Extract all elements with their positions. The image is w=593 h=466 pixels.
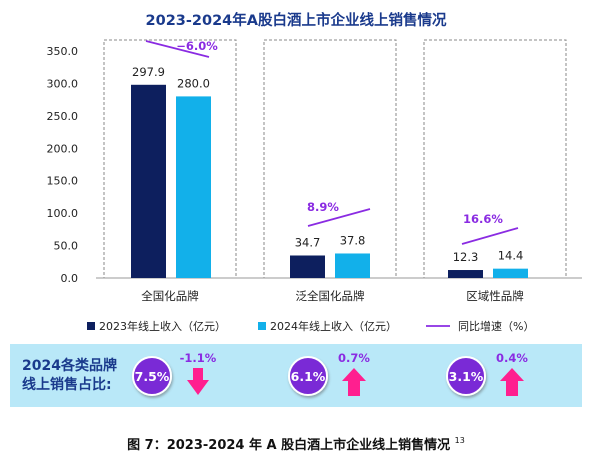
growth-line bbox=[461, 227, 519, 245]
y-tick-label: 0.0 bbox=[61, 272, 79, 285]
legend-label-2024: 2024年线上收入（亿元） bbox=[270, 319, 397, 333]
y-tick-label: 350.0 bbox=[47, 45, 79, 58]
legend: 2023年线上收入（亿元） 2024年线上收入（亿元） 同比增速（%） bbox=[87, 319, 534, 333]
bar-value-label: 34.7 bbox=[295, 235, 321, 249]
share-change-label: -1.1% bbox=[180, 351, 217, 365]
bars bbox=[131, 84, 528, 279]
y-axis-ticks: 0.0 50.0 100.0 150.0 200.0 250.0 300.0 350.0 bbox=[47, 45, 79, 285]
growth-line bbox=[307, 208, 371, 227]
bar-value-label: 297.9 bbox=[132, 65, 165, 79]
y-tick-label: 300.0 bbox=[47, 77, 79, 90]
share-panel-label-line2: 线上销售占比: bbox=[22, 376, 112, 393]
category-group-boxes bbox=[103, 39, 567, 279]
bar-2024 bbox=[335, 253, 370, 278]
arrow-up-icon bbox=[500, 368, 524, 396]
category-group-box bbox=[263, 39, 397, 279]
bar-value-label: 280.0 bbox=[177, 76, 210, 90]
legend-swatch-2024 bbox=[258, 322, 266, 330]
bar-2023 bbox=[290, 255, 325, 278]
bar-value-labels: 297.9 34.7 12.3 280.0 37.8 14.4 bbox=[132, 65, 523, 264]
growth-label: 8.9% bbox=[307, 200, 339, 214]
x-axis-category-labels: 全国化品牌 泛全国化品牌 区域性品牌 bbox=[141, 289, 524, 303]
share-items: 7.5% -1.1% 6.1% 0.7% 3.1% 0.4% bbox=[132, 351, 528, 396]
legend-label-growth: 同比增速（%） bbox=[458, 319, 534, 333]
share-circle bbox=[446, 356, 486, 396]
share-change-label: 0.7% bbox=[338, 351, 370, 365]
legend-label-2023: 2023年线上收入（亿元） bbox=[99, 319, 226, 333]
category-group-box bbox=[423, 39, 567, 279]
chart-title: 2023-2024年A股白酒上市企业线上销售情况 bbox=[146, 11, 447, 29]
category-group-box bbox=[103, 39, 237, 279]
bar-2024 bbox=[176, 96, 211, 279]
share-circle bbox=[132, 356, 172, 396]
bar-value-label: 37.8 bbox=[340, 233, 366, 247]
figure-caption-superscript: 13 bbox=[455, 436, 465, 445]
share-change-label: 0.4% bbox=[496, 351, 528, 365]
figure-caption-text: 图 7：2023-2024 年 A 股白酒上市企业线上销售情况 bbox=[127, 437, 450, 453]
share-value: 3.1% bbox=[449, 369, 484, 384]
y-tick-label: 150.0 bbox=[47, 175, 79, 188]
y-tick-label: 100.0 bbox=[47, 207, 79, 220]
growth-line bbox=[145, 40, 210, 58]
bar-value-label: 12.3 bbox=[453, 250, 479, 264]
y-tick-label: 250.0 bbox=[47, 110, 79, 123]
share-circle bbox=[288, 356, 328, 396]
share-panel-label-line1: 2024各类品牌 bbox=[22, 357, 117, 374]
bar-2024 bbox=[493, 268, 528, 278]
x-category-label: 区域性品牌 bbox=[466, 289, 524, 303]
growth-label: 16.6% bbox=[463, 212, 503, 226]
y-tick-label: 50.0 bbox=[54, 240, 79, 253]
x-category-label: 全国化品牌 bbox=[141, 289, 199, 303]
figure-caption: 图 7：2023-2024 年 A 股白酒上市企业线上销售情况 13 bbox=[127, 436, 465, 453]
share-value: 6.1% bbox=[291, 369, 326, 384]
share-value: 7.5% bbox=[135, 369, 170, 384]
growth-label: −6.0% bbox=[176, 39, 218, 53]
bar-2023 bbox=[448, 270, 483, 278]
bar-value-label: 14.4 bbox=[498, 249, 524, 263]
y-tick-label: 200.0 bbox=[47, 142, 79, 155]
growth-lines: −6.0% 8.9% 16.6% bbox=[145, 39, 519, 245]
bar-2023 bbox=[131, 84, 166, 278]
arrow-up-icon bbox=[342, 368, 366, 396]
legend-swatch-2023 bbox=[87, 322, 95, 330]
arrow-down-icon bbox=[187, 368, 209, 395]
x-category-label: 泛全国化品牌 bbox=[296, 289, 365, 303]
